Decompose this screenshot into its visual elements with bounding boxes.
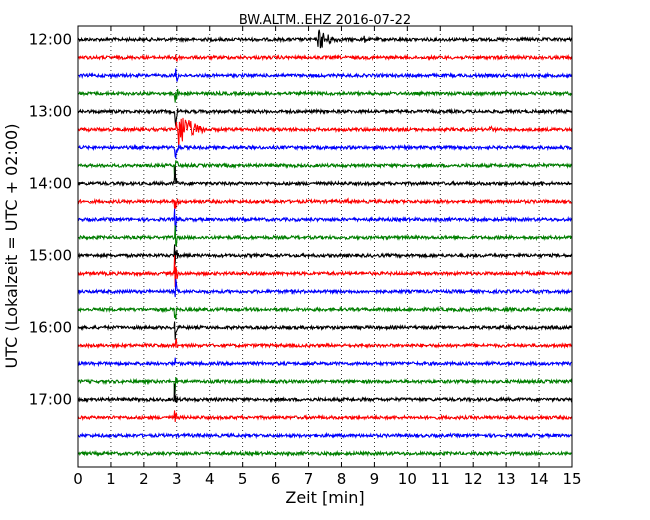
trace-1730 [77,431,573,440]
x-tick-label: 9 [370,470,380,488]
x-tick-label: 13 [497,470,516,488]
x-tick-label: 11 [431,470,450,488]
trace-1400 [77,166,572,188]
trace-1330 [77,143,572,160]
x-tick-label: 14 [530,470,549,488]
trace-1415 [77,197,572,209]
x-tick-label: 10 [398,470,417,488]
x-axis-label: Zeit [min] [285,488,364,507]
trace-1515 [77,255,573,288]
trace-1700 [77,383,573,404]
trace-1245 [77,88,573,103]
y-axis-label: UTC (Lokalzeit = UTC + 02:00) [2,124,21,369]
trace-1200 [77,29,573,49]
trace-1715 [77,410,573,423]
trace-1300 [77,107,573,127]
x-tick-labels: 0 1 2 3 4 5 6 7 8 9 10 11 12 13 14 15 [73,470,581,488]
trace-1745 [77,449,572,458]
trace-1215 [77,53,573,62]
x-tick-label: 7 [304,470,314,488]
trace-1615 [77,338,573,350]
y-tick-label: 13:00 [29,103,72,121]
trace-1500 [77,244,573,265]
trace-1230 [77,68,573,82]
trace-1430 [77,208,573,233]
trace-1315 [77,117,573,148]
trace-1545 [77,305,573,320]
trace-1345 [77,160,573,181]
y-tick-label: 15:00 [29,247,72,265]
traces [77,29,573,458]
axis-ticks [77,26,573,467]
trace-1645 [77,376,573,399]
trace-1630 [77,357,572,368]
y-tick-label: 16:00 [29,319,72,337]
x-tick-label: 5 [238,470,248,488]
y-tick-labels: 12:00 13:00 14:00 15:00 16:00 17:00 [29,31,72,409]
y-tick-label: 14:00 [29,175,72,193]
chart-title: BW.ALTM..EHZ 2016-07-22 [239,13,411,28]
y-tick-label: 17:00 [29,391,72,409]
trace-1530 [77,278,573,298]
trace-1445 [77,225,572,247]
x-tick-label: 8 [337,470,347,488]
x-tick-label: 12 [464,470,483,488]
x-tick-label: 4 [205,470,215,488]
plot-frame [77,25,573,468]
x-tick-label: 6 [271,470,281,488]
x-tick-label: 3 [172,470,182,488]
trace-1600 [77,321,573,340]
x-tick-label: 0 [73,470,83,488]
x-tick-label: 2 [139,470,149,488]
y-tick-label: 12:00 [29,31,72,49]
x-tick-label: 15 [562,470,581,488]
x-tick-label: 1 [106,470,116,488]
